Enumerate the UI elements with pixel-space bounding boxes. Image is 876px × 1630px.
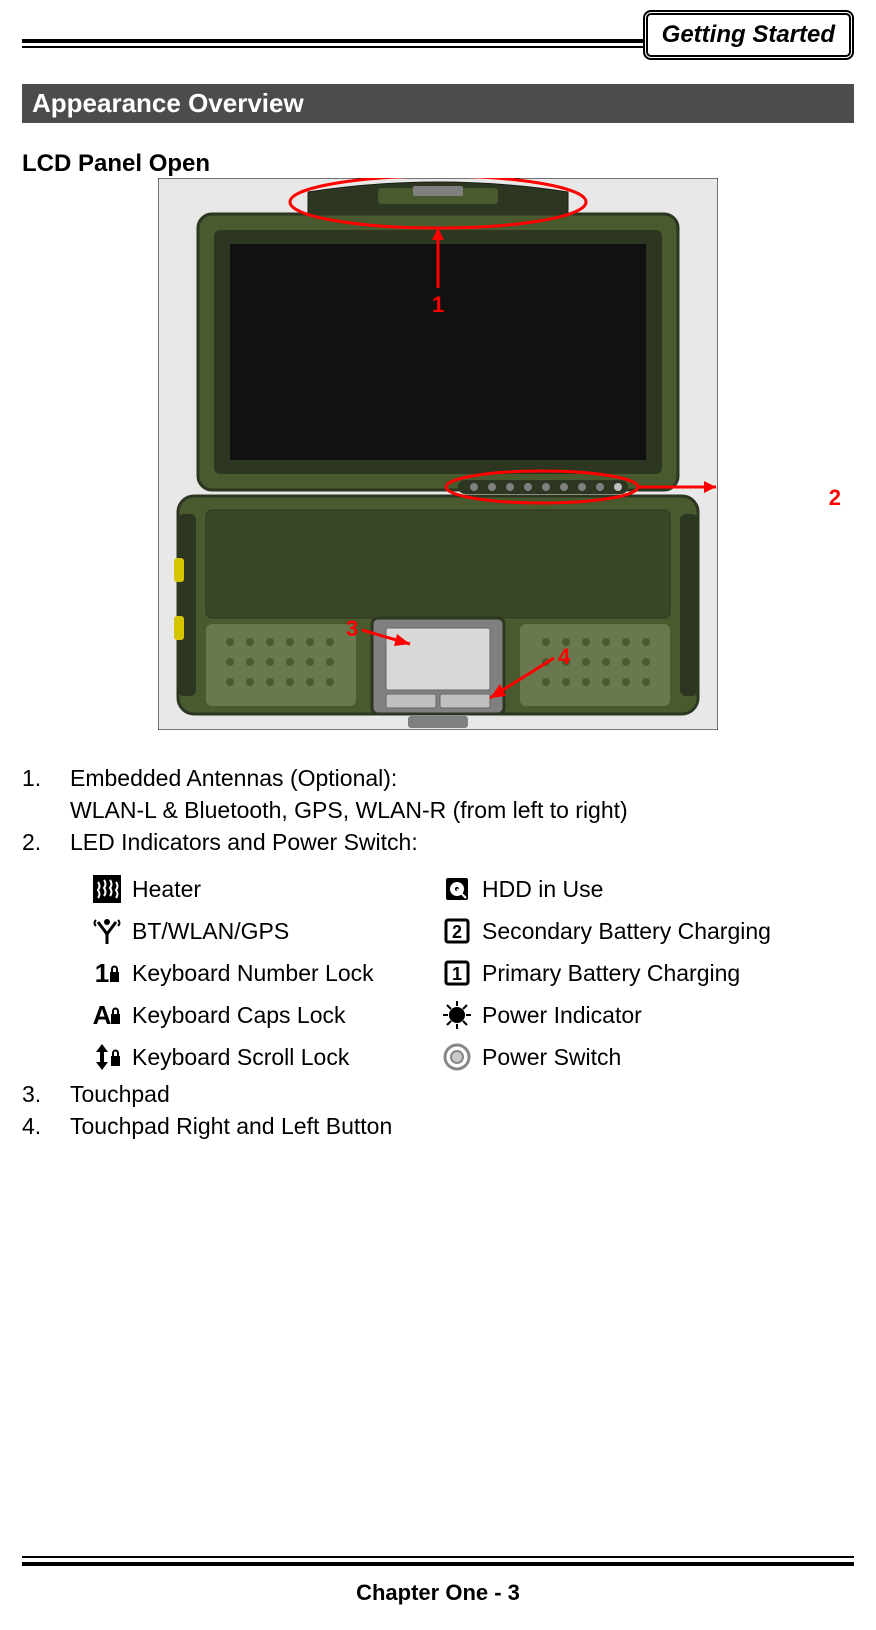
laptop-diagram-svg: 1 3 4: [158, 178, 718, 730]
indicator-label: Keyboard Scroll Lock: [132, 1041, 432, 1073]
list-item-1-line1: Embedded Antennas (Optional):: [70, 762, 854, 794]
capslock-icon: A: [82, 1000, 132, 1030]
page-footer: Chapter One - 3: [0, 1580, 876, 1606]
list-num-2: 2.: [22, 826, 70, 858]
legend-list: 1. Embedded Antennas (Optional): WLAN-L …: [22, 762, 854, 1142]
svg-text:A: A: [93, 1000, 112, 1030]
list-num-1: 1.: [22, 762, 70, 826]
svg-text:1: 1: [95, 958, 109, 988]
list-item-4-line1: Touchpad Right and Left Button: [70, 1110, 854, 1142]
indicator-row: 1 Keyboard Number Lock 1 Primary Battery…: [82, 952, 822, 994]
subheading: LCD Panel Open: [22, 150, 210, 178]
battery-2-icon: 2: [432, 916, 482, 946]
indicator-table: Heater HDD in Use BT/WLAN/GPS 2 Secondar…: [82, 868, 822, 1078]
numlock-icon: 1: [82, 958, 132, 988]
list-item-3: 3. Touchpad: [22, 1078, 854, 1110]
svg-text:2: 2: [452, 922, 462, 942]
bottom-rule-outer: [22, 1562, 854, 1566]
indicator-label: BT/WLAN/GPS: [132, 915, 432, 947]
list-item-3-line1: Touchpad: [70, 1078, 854, 1110]
bottom-rule-inner: [22, 1556, 854, 1558]
callout-3-label: 3: [346, 616, 358, 641]
indicator-row: Keyboard Scroll Lock Power Switch: [82, 1036, 822, 1078]
antenna-icon: [82, 916, 132, 946]
power-switch-icon: [432, 1042, 482, 1072]
indicator-row: Heater HDD in Use: [82, 868, 822, 910]
indicator-label: Power Indicator: [482, 999, 822, 1031]
indicator-label: Keyboard Caps Lock: [132, 999, 432, 1031]
scrolllock-icon: [82, 1042, 132, 1072]
list-item-2: 2. LED Indicators and Power Switch:: [22, 826, 854, 858]
list-num-4: 4.: [22, 1110, 70, 1142]
list-item-1-line2: WLAN-L & Bluetooth, GPS, WLAN-R (from le…: [70, 794, 854, 826]
callout-4-label: 4: [558, 644, 571, 669]
callout-2-label: 2: [829, 485, 841, 511]
callout-1-label: 1: [432, 292, 444, 317]
indicator-label: Heater: [132, 873, 432, 905]
indicator-label: Power Switch: [482, 1041, 822, 1073]
indicator-label: Secondary Battery Charging: [482, 915, 822, 947]
list-item-4: 4. Touchpad Right and Left Button: [22, 1110, 854, 1142]
list-item-2-line1: LED Indicators and Power Switch:: [70, 826, 854, 858]
list-num-3: 3.: [22, 1078, 70, 1110]
list-item-1: 1. Embedded Antennas (Optional): WLAN-L …: [22, 762, 854, 826]
heater-icon: [82, 874, 132, 904]
power-indicator-icon: [432, 1000, 482, 1030]
device-figure: 1 3 4: [158, 178, 718, 730]
indicator-label: HDD in Use: [482, 873, 822, 905]
svg-text:1: 1: [452, 964, 462, 984]
indicator-label: Primary Battery Charging: [482, 957, 822, 989]
indicator-row: BT/WLAN/GPS 2 Secondary Battery Charging: [82, 910, 822, 952]
section-title-bar: Appearance Overview: [22, 84, 854, 123]
chapter-badge: Getting Started: [643, 10, 854, 60]
indicator-row: A Keyboard Caps Lock Power Indicator: [82, 994, 822, 1036]
battery-1-icon: 1: [432, 958, 482, 988]
indicator-label: Keyboard Number Lock: [132, 957, 432, 989]
hdd-icon: [432, 874, 482, 904]
